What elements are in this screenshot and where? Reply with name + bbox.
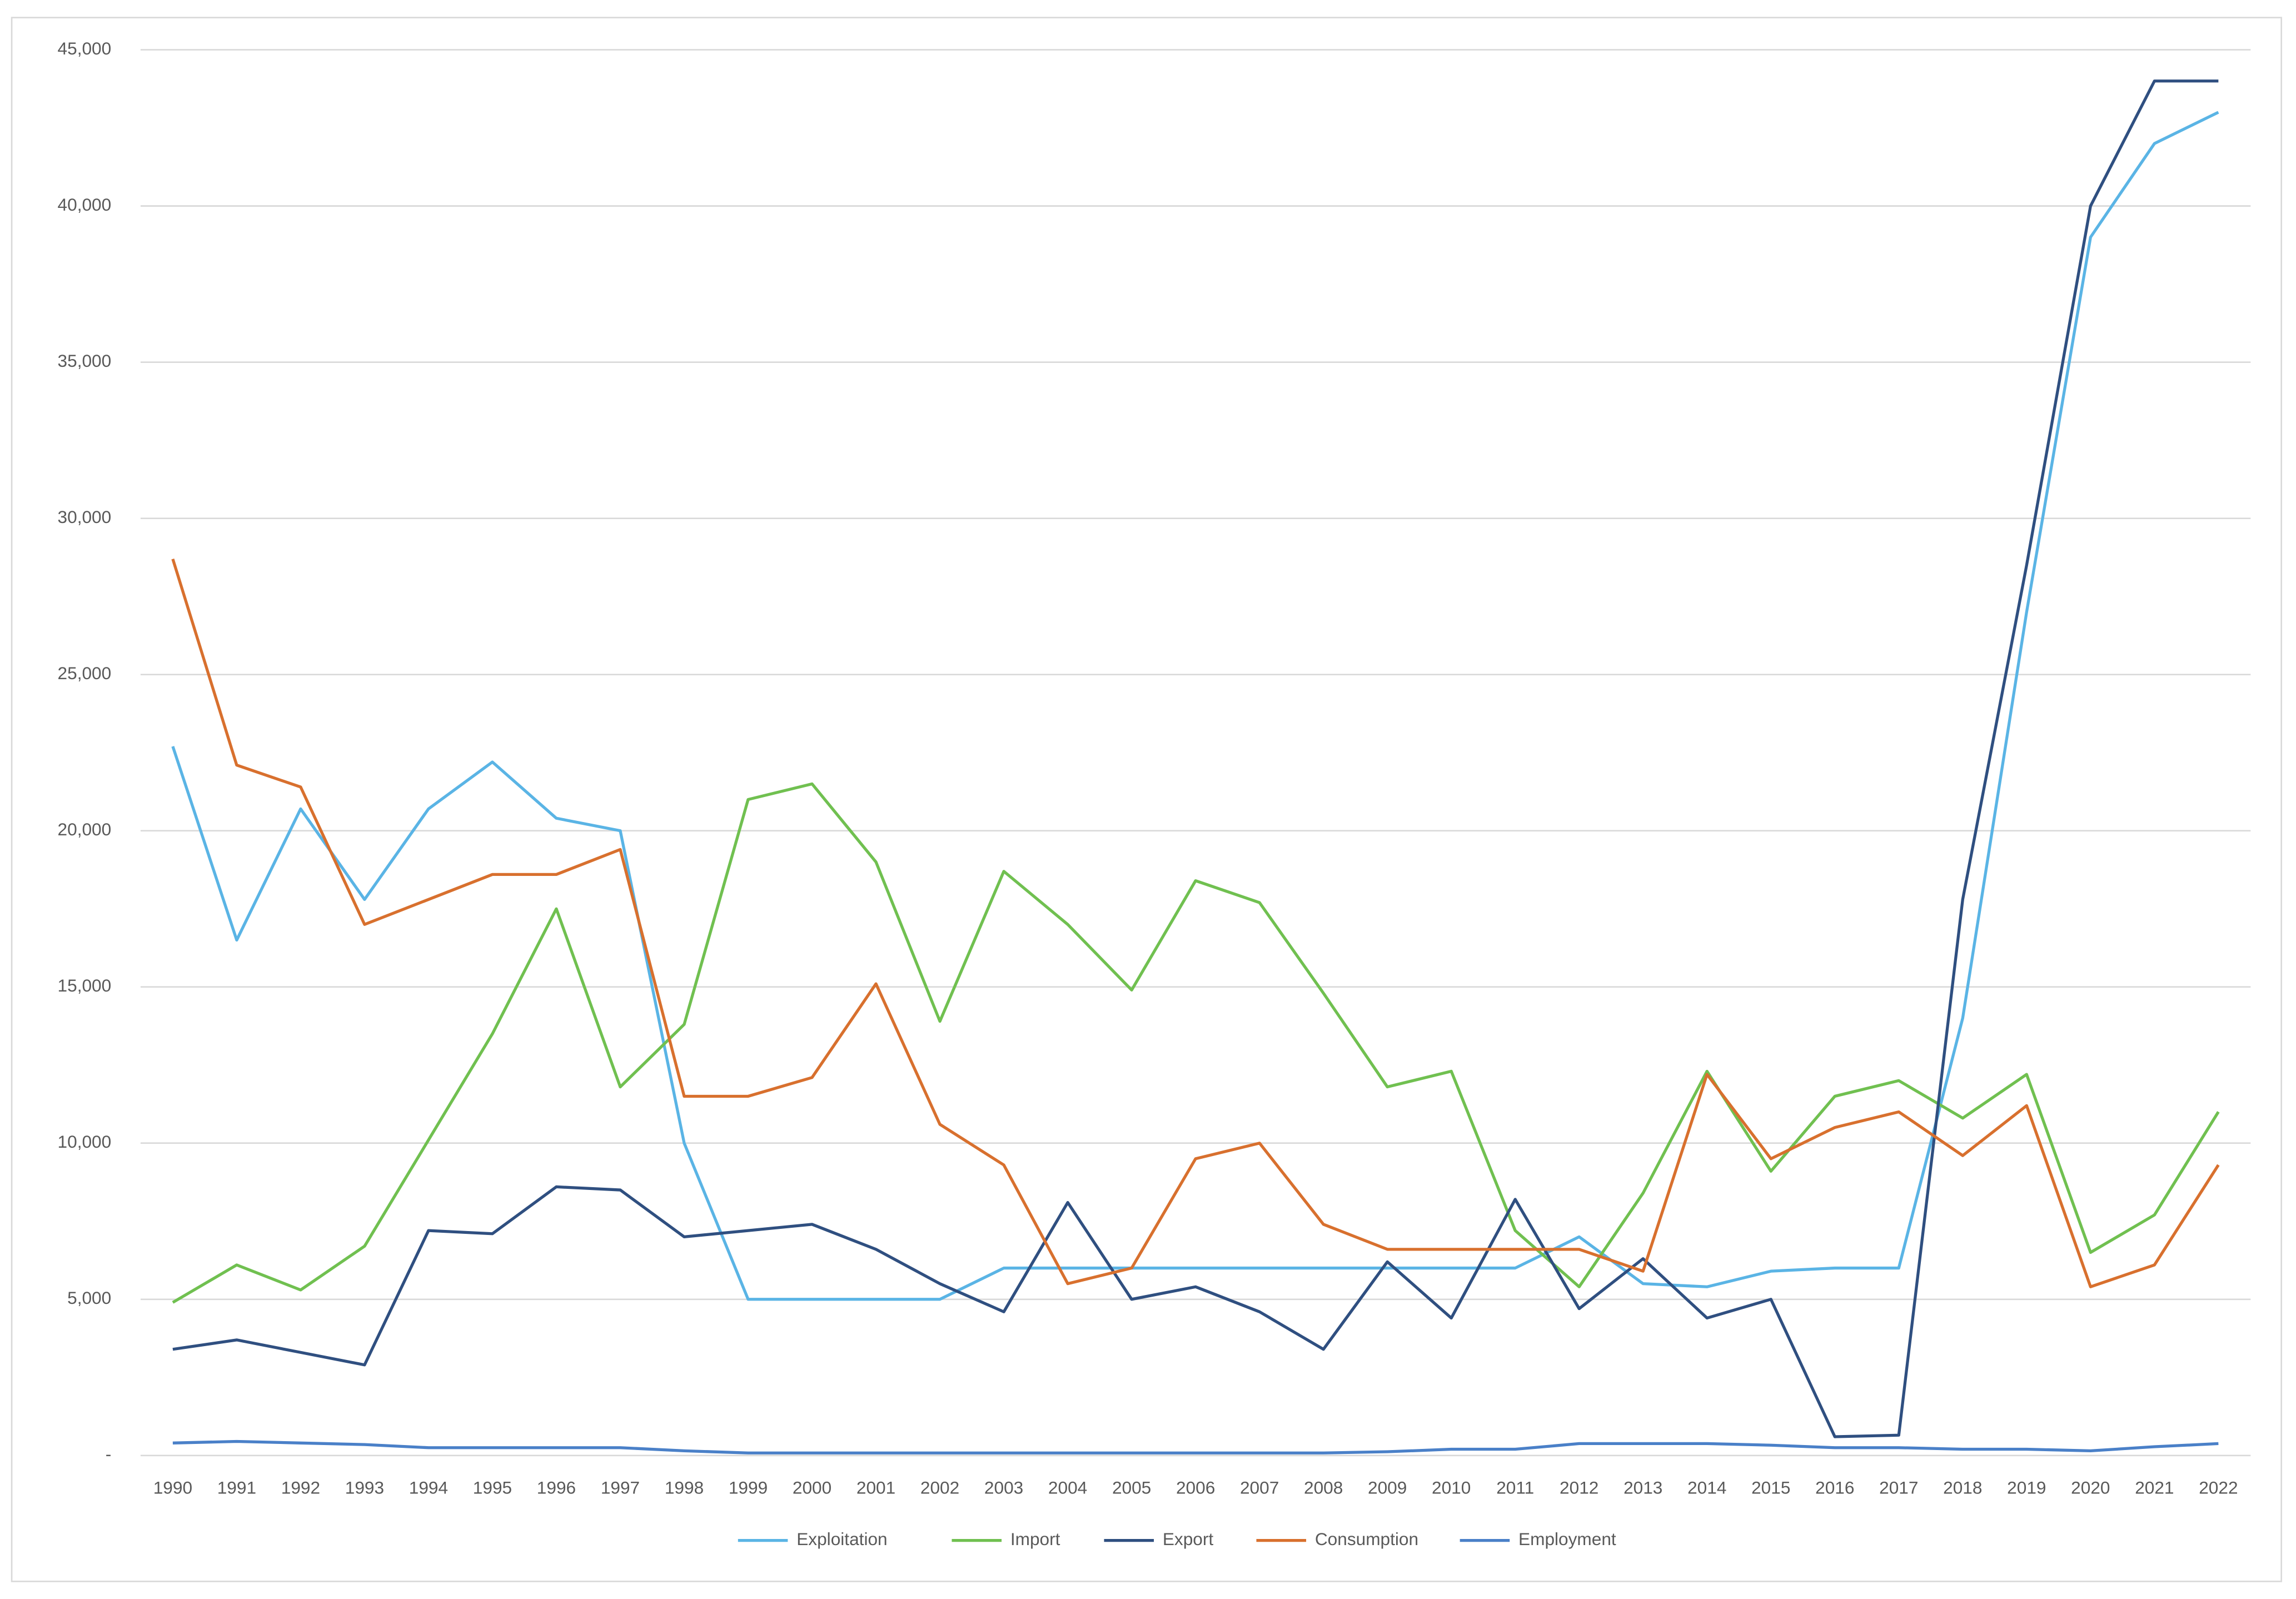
x-tick-label: 2019 (2007, 1478, 2046, 1498)
y-tick-label: 20,000 (58, 819, 112, 839)
legend-label: Export (1163, 1529, 1214, 1549)
x-tick-label: 2012 (1560, 1478, 1598, 1498)
series-line (172, 1439, 2219, 1454)
series-line (172, 79, 2219, 1438)
y-tick-label: 25,000 (58, 663, 112, 683)
x-tick-label: 2003 (984, 1478, 1023, 1498)
legend-label: Import (1010, 1529, 1060, 1549)
chart-border (11, 17, 2282, 1582)
x-tick-label: 1999 (729, 1478, 768, 1498)
x-tick-label: 2011 (1496, 1478, 1534, 1498)
x-tick-label: 1997 (601, 1478, 640, 1498)
y-tick-label: - (106, 1444, 112, 1464)
x-tick-label: 2007 (1240, 1478, 1279, 1498)
x-tick-label: 2015 (1751, 1478, 1790, 1498)
x-tick-label: 2020 (2071, 1478, 2110, 1498)
legend-label: Consumption (1315, 1529, 1418, 1549)
x-tick-label: 2008 (1304, 1478, 1343, 1498)
x-tick-label: 1991 (217, 1478, 256, 1498)
series-line (172, 782, 2220, 1304)
x-tick-label: 1998 (665, 1478, 704, 1498)
series-line (171, 558, 2220, 1288)
x-tick-label: 1996 (537, 1478, 576, 1498)
y-tick-label: 5,000 (67, 1288, 111, 1308)
x-tick-label: 2010 (1432, 1478, 1471, 1498)
x-tick-label: 2017 (1879, 1478, 1918, 1498)
y-tick-label: 35,000 (58, 351, 112, 371)
y-tick-label: 45,000 (58, 38, 112, 58)
x-tick-label: 1995 (473, 1478, 512, 1498)
x-tick-label: 2001 (856, 1478, 895, 1498)
x-tick-label: 2021 (2135, 1478, 2174, 1498)
x-tick-label: 2013 (1623, 1478, 1662, 1498)
y-tick-label: 40,000 (58, 195, 112, 215)
x-tick-label: 2004 (1048, 1478, 1087, 1498)
x-tick-label: 2005 (1112, 1478, 1151, 1498)
x-tick-label: 1993 (345, 1478, 384, 1498)
x-tick-label: 2014 (1687, 1478, 1726, 1498)
x-tick-label: 2006 (1176, 1478, 1215, 1498)
y-tick-label: 15,000 (58, 975, 112, 995)
x-tick-label: 2009 (1368, 1478, 1407, 1498)
x-tick-label: 1994 (409, 1478, 448, 1498)
x-tick-label: 1992 (281, 1478, 320, 1498)
legend-label: Employment (1518, 1529, 1616, 1549)
x-tick-label: 1990 (153, 1478, 192, 1498)
x-tick-label: 2002 (920, 1478, 959, 1498)
x-tick-label: 2018 (1943, 1478, 1982, 1498)
y-tick-label: 30,000 (58, 507, 112, 527)
legend-label: Exploitation (796, 1529, 887, 1549)
x-tick-label: 2000 (793, 1478, 831, 1498)
y-tick-label: 10,000 (58, 1132, 112, 1152)
series-line (171, 111, 2219, 1301)
x-tick-label: 2022 (2199, 1478, 2238, 1498)
x-tick-label: 2016 (1815, 1478, 1854, 1498)
